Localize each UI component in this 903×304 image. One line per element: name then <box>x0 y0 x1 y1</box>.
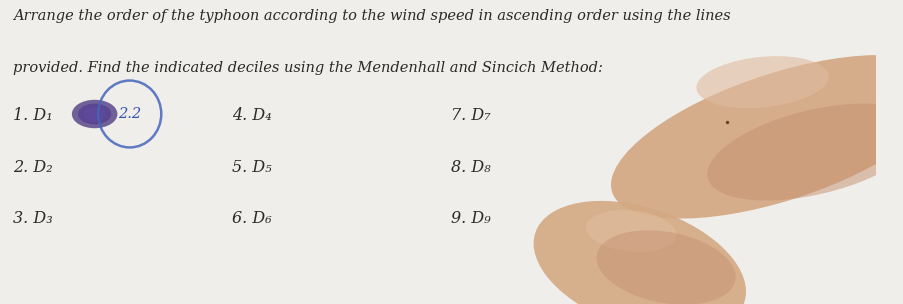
Text: provided. Find the indicated deciles using the Mendenhall and Sincich Method:: provided. Find the indicated deciles usi… <box>14 61 602 75</box>
Text: 3. D₃: 3. D₃ <box>14 210 52 227</box>
Text: 4. D₄: 4. D₄ <box>232 107 272 124</box>
Ellipse shape <box>695 56 828 108</box>
Ellipse shape <box>585 210 675 252</box>
Ellipse shape <box>610 55 903 219</box>
Ellipse shape <box>84 107 106 121</box>
Text: 2.2: 2.2 <box>118 107 141 121</box>
Text: 2. D₂: 2. D₂ <box>14 159 52 176</box>
Text: 5. D₅: 5. D₅ <box>232 159 272 176</box>
Ellipse shape <box>533 201 745 304</box>
Text: 9. D₉: 9. D₉ <box>451 210 490 227</box>
Ellipse shape <box>72 100 117 128</box>
Ellipse shape <box>706 103 903 201</box>
Ellipse shape <box>78 104 111 124</box>
Text: 6. D₆: 6. D₆ <box>232 210 272 227</box>
Text: 8. D₈: 8. D₈ <box>451 159 490 176</box>
Ellipse shape <box>596 230 735 304</box>
Text: Arrange the order of the typhoon according to the wind speed in ascending order : Arrange the order of the typhoon accordi… <box>14 9 730 23</box>
Text: 1. D₁: 1. D₁ <box>14 107 52 124</box>
Text: 7. D₇: 7. D₇ <box>451 107 490 124</box>
